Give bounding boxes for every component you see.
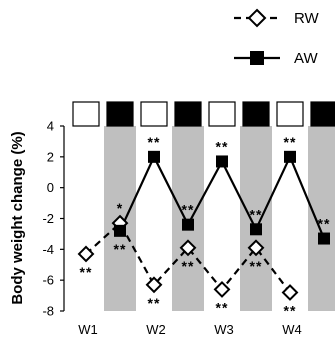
legend-label-rw: RW	[294, 10, 320, 27]
condition-boxes	[72, 101, 335, 127]
significance-label: *	[117, 200, 123, 216]
condition-box-rw	[72, 101, 100, 127]
significance-label: **	[80, 264, 93, 280]
x-axis-labels: W1 W2 W3 W4	[78, 322, 302, 337]
y-tick-label: -6	[42, 273, 54, 288]
y-tick-label: -4	[42, 242, 54, 257]
point-aw	[148, 150, 160, 163]
significance-label: **	[216, 138, 229, 154]
y-axis: 4 2 0 -2 -4 -6 -8	[42, 119, 65, 319]
condition-box-aw	[310, 101, 335, 127]
condition-box-rw	[276, 101, 304, 127]
point-rw	[247, 239, 265, 257]
legend-label-aw: AW	[294, 50, 318, 67]
y-tick-label: 2	[47, 149, 54, 164]
legend: RW AW	[234, 8, 320, 67]
shaded-period	[240, 126, 272, 311]
significance-label: **	[284, 303, 297, 319]
significance-label: **	[216, 299, 229, 315]
point-rw	[145, 276, 163, 294]
significance-label: **	[318, 216, 331, 232]
y-tick-label: -8	[42, 304, 54, 319]
point-aw	[216, 155, 228, 168]
x-tick-label: W2	[146, 322, 166, 337]
point-rw	[77, 245, 95, 263]
point-aw	[250, 223, 262, 236]
significance-label: **	[148, 295, 161, 311]
significance-label: **	[114, 241, 127, 257]
series-markers	[77, 150, 330, 301]
x-tick-label: W4	[282, 322, 302, 337]
legend-marker-rw	[247, 8, 267, 28]
y-tick-label: -2	[42, 211, 54, 226]
significance-label: **	[148, 134, 161, 150]
point-rw	[281, 284, 299, 301]
x-tick-label: W1	[78, 322, 98, 337]
y-tick-label: 0	[47, 180, 54, 195]
shaded-periods	[104, 126, 335, 311]
point-aw	[114, 224, 126, 237]
point-rw	[213, 281, 231, 298]
shaded-period	[308, 126, 335, 311]
condition-box-rw	[208, 101, 236, 127]
condition-box-rw	[140, 101, 168, 127]
significance-labels: ***************************	[80, 134, 331, 319]
condition-box-aw	[106, 101, 134, 127]
significance-label: **	[250, 206, 263, 222]
y-tick-label: 4	[47, 119, 54, 134]
significance-label: **	[250, 258, 263, 274]
point-rw	[179, 239, 197, 257]
series-line-aw	[119, 154, 326, 239]
point-aw	[182, 218, 194, 231]
point-aw	[284, 150, 296, 163]
significance-label: **	[284, 134, 297, 150]
shaded-period	[172, 126, 204, 311]
y-axis-label: Body weight change (%)	[9, 131, 26, 304]
point-aw	[318, 232, 330, 245]
legend-marker-aw	[250, 51, 264, 65]
condition-box-aw	[174, 101, 202, 127]
condition-box-aw	[242, 101, 270, 127]
significance-label: **	[182, 258, 195, 274]
significance-label: **	[182, 202, 195, 218]
x-tick-label: W3	[214, 322, 234, 337]
